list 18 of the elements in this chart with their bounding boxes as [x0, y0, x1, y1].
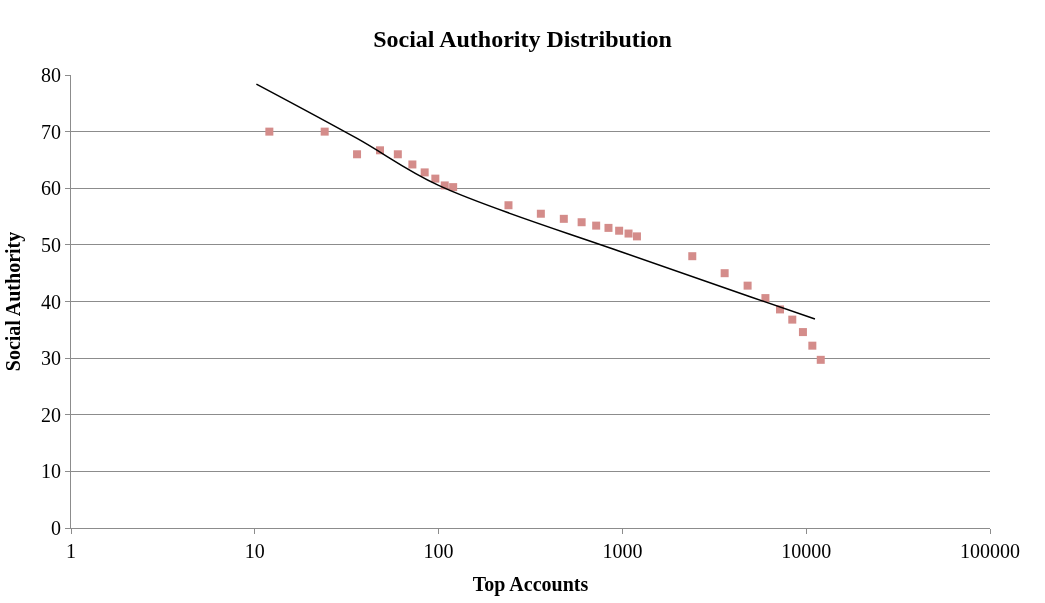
y-tick-label: 40 [41, 290, 61, 313]
y-tick-label: 80 [41, 64, 61, 86]
y-axis-title: Social Authority [1, 231, 25, 372]
x-tick-label: 10 [244, 540, 265, 562]
y-tick-label: 20 [41, 403, 61, 426]
chart-title: Social Authority Distribution [373, 25, 672, 52]
y-tick-label: 30 [41, 347, 61, 370]
y-tick-label: 0 [51, 517, 61, 539]
x-tick-label: 1 [66, 540, 76, 562]
x-tick-label: 100 [423, 540, 454, 562]
y-tick-label: 50 [41, 233, 61, 256]
x-tick-label: 1000 [602, 540, 643, 562]
y-tick-label: 60 [41, 177, 61, 200]
x-tick-label: 100000 [960, 540, 1020, 562]
y-tick-label: 70 [41, 120, 61, 143]
x-tick-label: 10000 [781, 540, 832, 562]
x-axis-title: Top Accounts [472, 572, 589, 596]
y-tick-label: 10 [41, 460, 61, 483]
